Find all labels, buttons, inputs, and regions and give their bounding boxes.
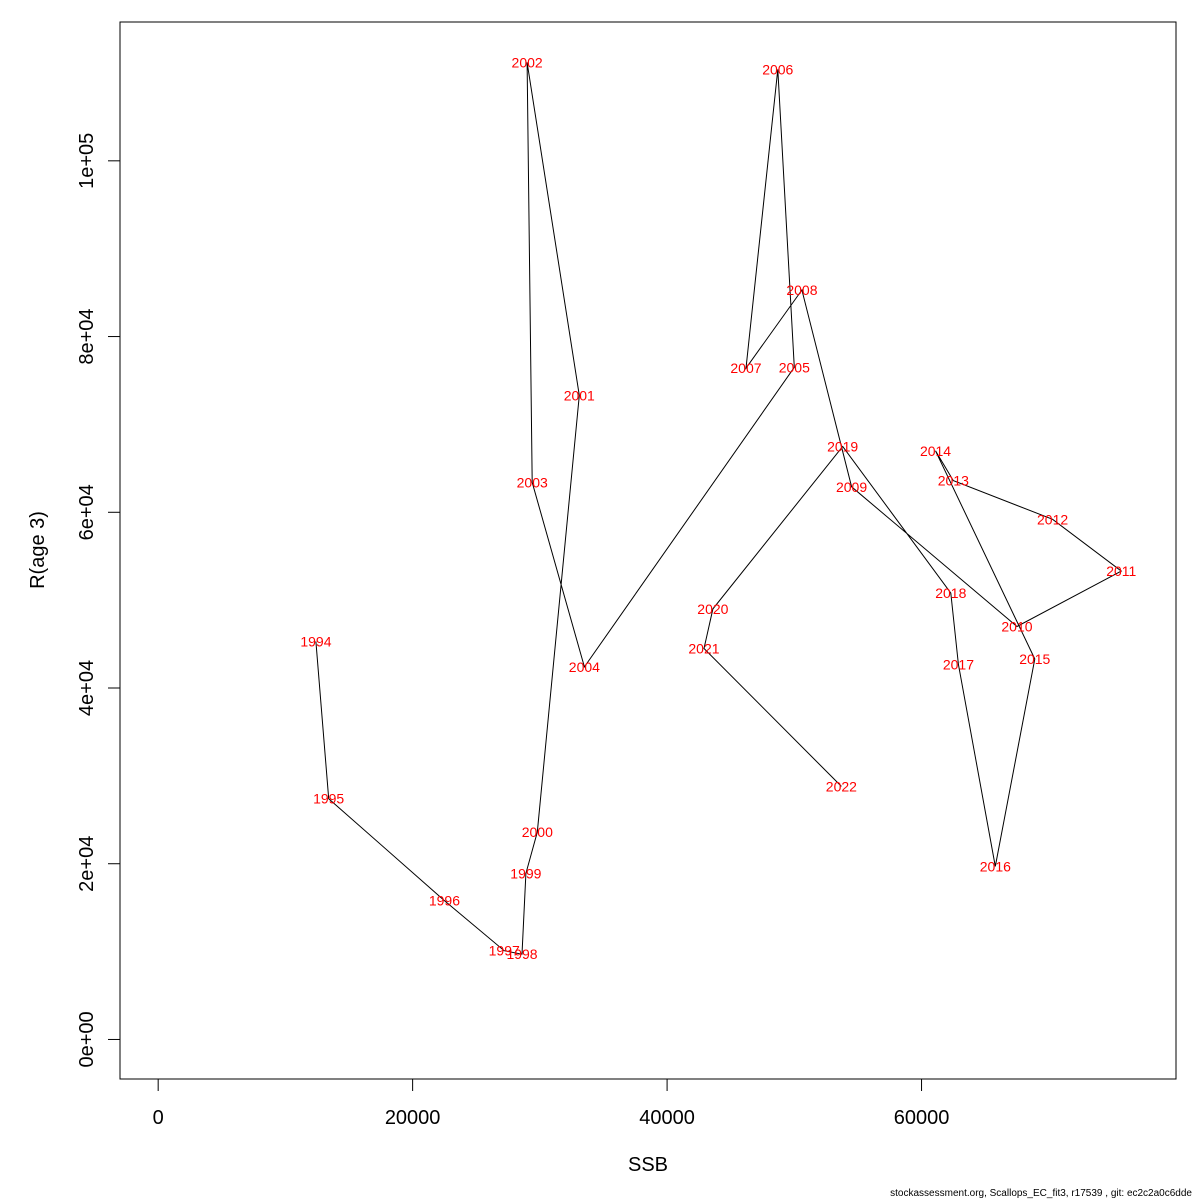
point-label-2022: 2022 (826, 778, 857, 794)
point-label-2019: 2019 (827, 438, 858, 454)
x-tick-label: 60000 (894, 1107, 950, 1129)
point-label-1997: 1997 (489, 943, 520, 959)
x-tick-label: 40000 (639, 1107, 695, 1129)
point-label-2003: 2003 (517, 474, 548, 490)
point-label-2014: 2014 (920, 443, 951, 459)
x-tick-label: 20000 (385, 1107, 441, 1129)
y-tick-label: 6e+04 (76, 484, 98, 540)
point-label-2004: 2004 (569, 659, 600, 675)
x-axis-title: SSB (628, 1154, 668, 1176)
point-label-2016: 2016 (980, 858, 1011, 874)
plot-frame (119, 21, 1177, 1080)
point-label-2011: 2011 (1106, 563, 1136, 579)
point-label-2008: 2008 (786, 282, 817, 298)
series-path (315, 62, 1123, 955)
y-tick-label: 4e+04 (76, 660, 98, 716)
point-label-1996: 1996 (429, 893, 460, 909)
point-label-2013: 2013 (938, 473, 969, 489)
point-label-2009: 2009 (836, 479, 867, 495)
footer-credit: stockassessment.org, Scallops_EC_fit3, r… (890, 1188, 1192, 1199)
point-label-1995: 1995 (313, 791, 344, 807)
series-line (315, 62, 1123, 955)
point-label-2021: 2021 (688, 640, 719, 656)
y-tick-label: 1e+05 (76, 133, 98, 189)
point-label-2005: 2005 (779, 359, 810, 375)
point-label-2010: 2010 (1001, 619, 1032, 635)
point-label-1994: 1994 (300, 633, 331, 649)
point-label-2017: 2017 (943, 656, 974, 672)
x-axis: 0 20000 40000 60000 (153, 1078, 950, 1129)
point-label-1998: 1998 (506, 946, 537, 962)
point-label-2007: 2007 (730, 360, 761, 376)
y-axis: 0e+00 2e+04 4e+04 6e+04 8e+04 1e+05 (76, 133, 121, 1068)
point-label-2020: 2020 (697, 601, 728, 617)
y-axis-title: R(age 3) (27, 511, 49, 589)
point-label-2000: 2000 (522, 824, 553, 840)
point-label-2001: 2001 (564, 387, 595, 403)
y-tick-label: 0e+00 (76, 1011, 98, 1067)
point-label-2002: 2002 (512, 54, 543, 70)
point-label-2018: 2018 (935, 585, 966, 601)
point-label-2012: 2012 (1037, 511, 1068, 527)
point-label-2006: 2006 (762, 61, 793, 77)
point-label-1999: 1999 (510, 865, 541, 881)
y-tick-label: 8e+04 (76, 308, 98, 364)
y-tick-label: 2e+04 (76, 836, 98, 892)
point-label-2015: 2015 (1019, 651, 1050, 667)
x-tick-label: 0 (153, 1107, 164, 1129)
